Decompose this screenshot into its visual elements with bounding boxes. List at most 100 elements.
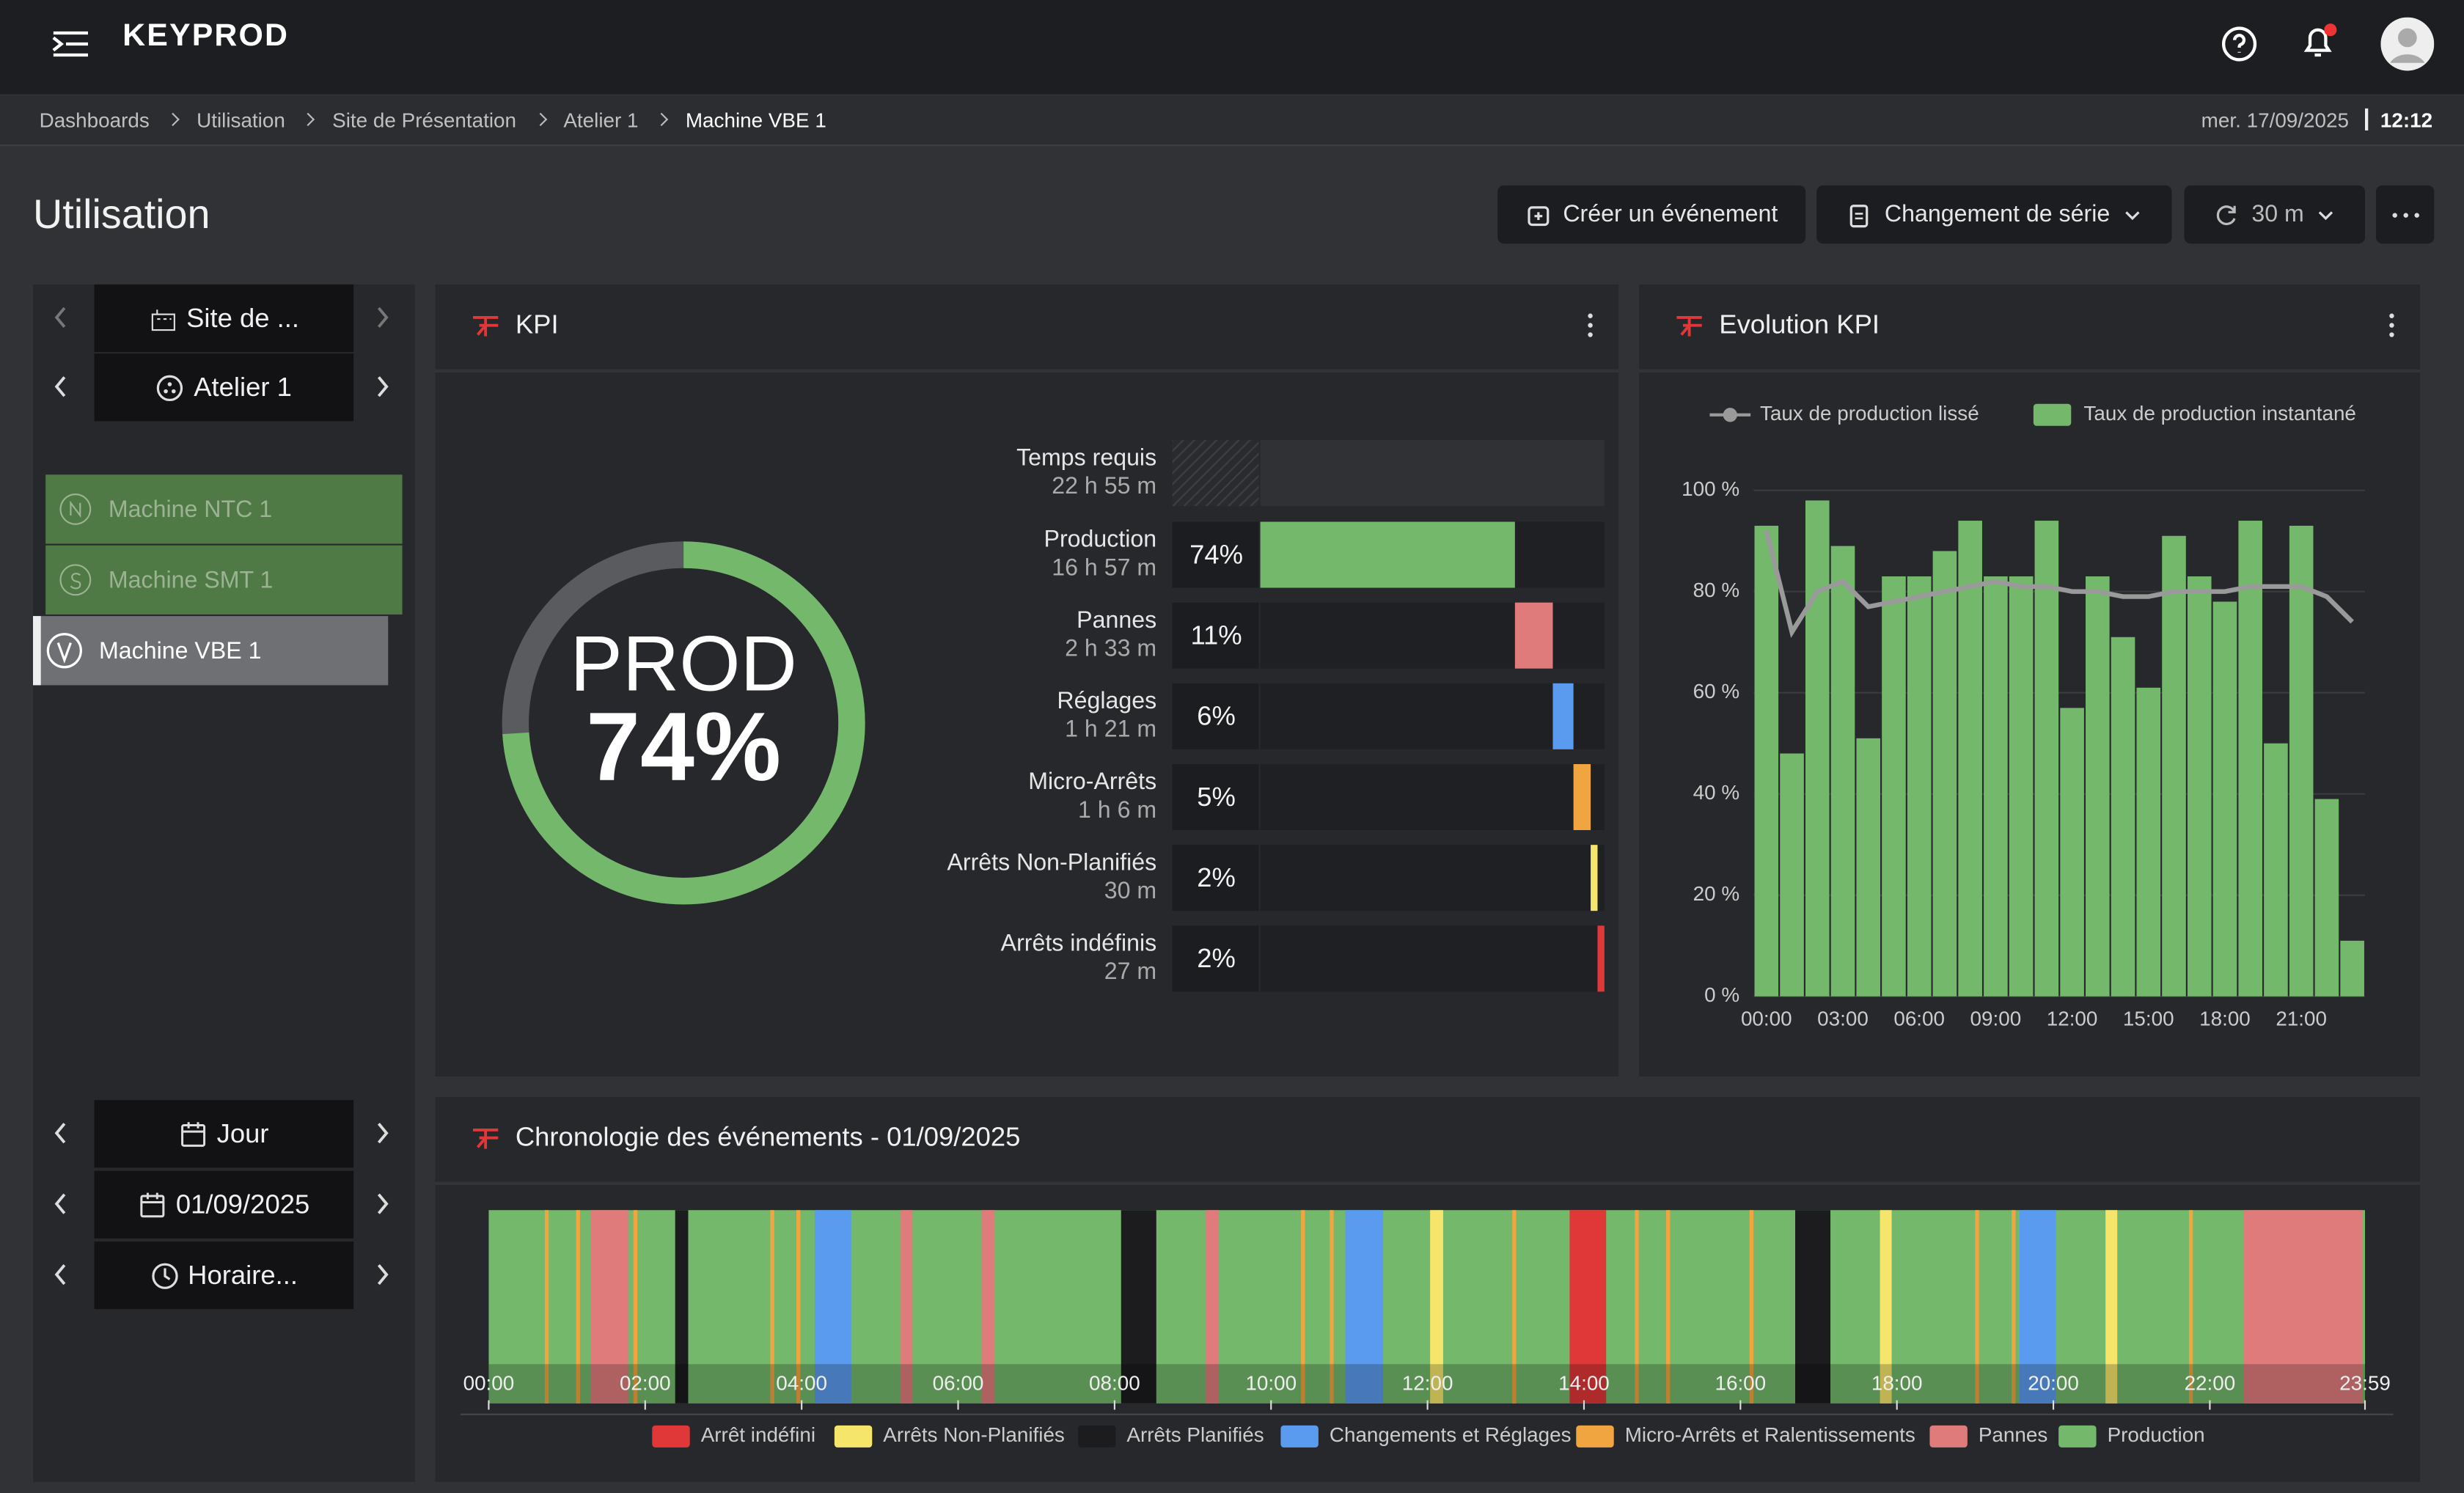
navigator-label: Horaire... <box>188 1259 298 1290</box>
panel-menu[interactable] <box>2379 309 2404 341</box>
y-tick-label: 100 % <box>1682 477 1739 500</box>
kpi-track <box>1260 845 1605 911</box>
x-tick-label: 06:00 <box>1893 1007 1945 1030</box>
kpi-bar <box>1573 764 1591 831</box>
nav-arrow[interactable] <box>48 1118 77 1149</box>
x-tick-label: 02:00 <box>620 1371 671 1394</box>
kpi-duration: 30 m <box>1104 877 1156 903</box>
event <box>590 1210 628 1404</box>
legend-label: Arrêts Non-Planifiés <box>883 1423 1065 1446</box>
button-label: Changement de série <box>1884 201 2111 228</box>
series-change-button[interactable]: Changement de série <box>1816 185 2172 244</box>
navigator-value[interactable]: Horaire... <box>94 1241 354 1310</box>
required-track <box>1260 440 1605 507</box>
legend-label: Production <box>2108 1423 2205 1446</box>
machine-icon <box>46 633 82 669</box>
icon <box>1850 204 1869 227</box>
nav-arrow[interactable] <box>370 1118 398 1149</box>
nav-icon <box>180 1121 205 1146</box>
page-title: Utilisation <box>33 190 210 238</box>
x-tick-label: 06:00 <box>933 1371 984 1394</box>
navigator-value[interactable]: Site de ... <box>94 284 354 353</box>
x-tick-label: 04:00 <box>776 1371 827 1394</box>
brand-icon <box>472 1129 499 1149</box>
legend-label: Taux de production instantané <box>2083 402 2355 425</box>
notifications-icon[interactable] <box>2299 22 2340 63</box>
kpi-name: Micro-Arrêts <box>1028 768 1156 794</box>
nav-arrow[interactable] <box>370 301 398 333</box>
breadcrumb-item[interactable]: Atelier 1 <box>563 107 639 131</box>
navigator-value[interactable]: 01/09/2025 <box>94 1170 354 1239</box>
help-icon[interactable] <box>2221 25 2258 62</box>
nav-arrow[interactable] <box>48 1188 77 1219</box>
event <box>2019 1210 2056 1404</box>
navigator-value[interactable]: Atelier 1 <box>94 353 354 422</box>
breadcrumb-bar <box>0 95 2464 147</box>
kpi-track <box>1260 764 1605 831</box>
legend-label: Micro-Arrêts et Ralentissements <box>1625 1423 1915 1446</box>
bar <box>1932 551 1957 997</box>
time: 12:12 <box>2380 107 2433 131</box>
legend-swatch <box>652 1425 690 1448</box>
kpi-track <box>1260 683 1605 749</box>
event <box>1206 1210 1220 1404</box>
kpi-name: Pannes <box>1077 606 1156 633</box>
breadcrumb-item[interactable]: Dashboards <box>39 107 150 131</box>
x-tick-label: 09:00 <box>1970 1007 2022 1030</box>
date: mer. 17/09/2025 <box>2201 107 2350 131</box>
logo[interactable]: KEYPROD <box>122 18 290 54</box>
x-tick-label: 16:00 <box>1715 1371 1766 1394</box>
gauge-value: 74% <box>586 693 781 801</box>
breadcrumb-item: Machine VBE 1 <box>685 107 826 131</box>
nav-arrow[interactable] <box>370 1188 398 1219</box>
panel-menu[interactable] <box>1577 309 1602 341</box>
panel-title: KPI <box>515 309 559 340</box>
machine-name: Machine SMT 1 <box>108 566 274 594</box>
machine-item[interactable]: Machine NTC 1 <box>45 474 403 544</box>
kpi-duration: 16 h 57 m <box>1052 554 1156 580</box>
x-tick-label: 00:00 <box>1741 1007 1792 1030</box>
kpi-percent: 2% <box>1197 862 1236 892</box>
refresh-interval-button[interactable]: 30 m <box>2184 185 2365 244</box>
kpi-bar <box>1260 521 1515 588</box>
nav-arrow[interactable] <box>370 371 398 403</box>
y-tick-label: 60 % <box>1693 680 1739 703</box>
x-tick-label: 20:00 <box>2028 1371 2079 1394</box>
kpi-duration: 1 h 21 m <box>1065 716 1156 742</box>
kpi-track <box>1260 925 1605 992</box>
event <box>770 1210 774 1404</box>
nav-arrow[interactable] <box>48 371 77 403</box>
create-event-button[interactable]: Créer un événement <box>1497 185 1806 244</box>
nav-arrow[interactable] <box>48 301 77 333</box>
kpi-percent-box <box>1172 521 1259 588</box>
kpi-percent: 6% <box>1197 701 1236 731</box>
kpi-bar <box>1597 925 1605 992</box>
breadcrumb-item[interactable]: Site de Présentation <box>332 107 517 131</box>
navigator-value[interactable]: Jour <box>94 1100 354 1168</box>
nav-arrow[interactable] <box>48 1259 77 1291</box>
panel-title: Evolution KPI <box>1719 309 1880 340</box>
kpi-percent-box <box>1172 683 1259 749</box>
nav-icon <box>150 309 175 331</box>
legend-swatch <box>834 1425 873 1448</box>
event <box>1569 1210 1607 1404</box>
event <box>576 1210 580 1404</box>
nav-arrow[interactable] <box>370 1259 398 1291</box>
event <box>2188 1210 2193 1404</box>
bar <box>1830 546 1855 997</box>
kpi-name: Temps requis <box>1016 444 1156 470</box>
bar <box>2162 535 2186 997</box>
more-button[interactable] <box>2376 185 2435 244</box>
machine-item-selected[interactable]: Machine VBE 1 <box>33 616 389 686</box>
machine-item[interactable]: Machine SMT 1 <box>45 545 403 615</box>
legend-dot <box>1723 408 1737 422</box>
menu-icon[interactable] <box>51 29 95 60</box>
breadcrumb-item[interactable]: Utilisation <box>197 107 285 131</box>
avatar[interactable] <box>2380 17 2435 71</box>
machine-name: Machine VBE 1 <box>99 637 262 664</box>
nav-icon <box>140 1192 165 1217</box>
bar <box>1780 753 1804 997</box>
top-bar <box>0 0 2464 95</box>
